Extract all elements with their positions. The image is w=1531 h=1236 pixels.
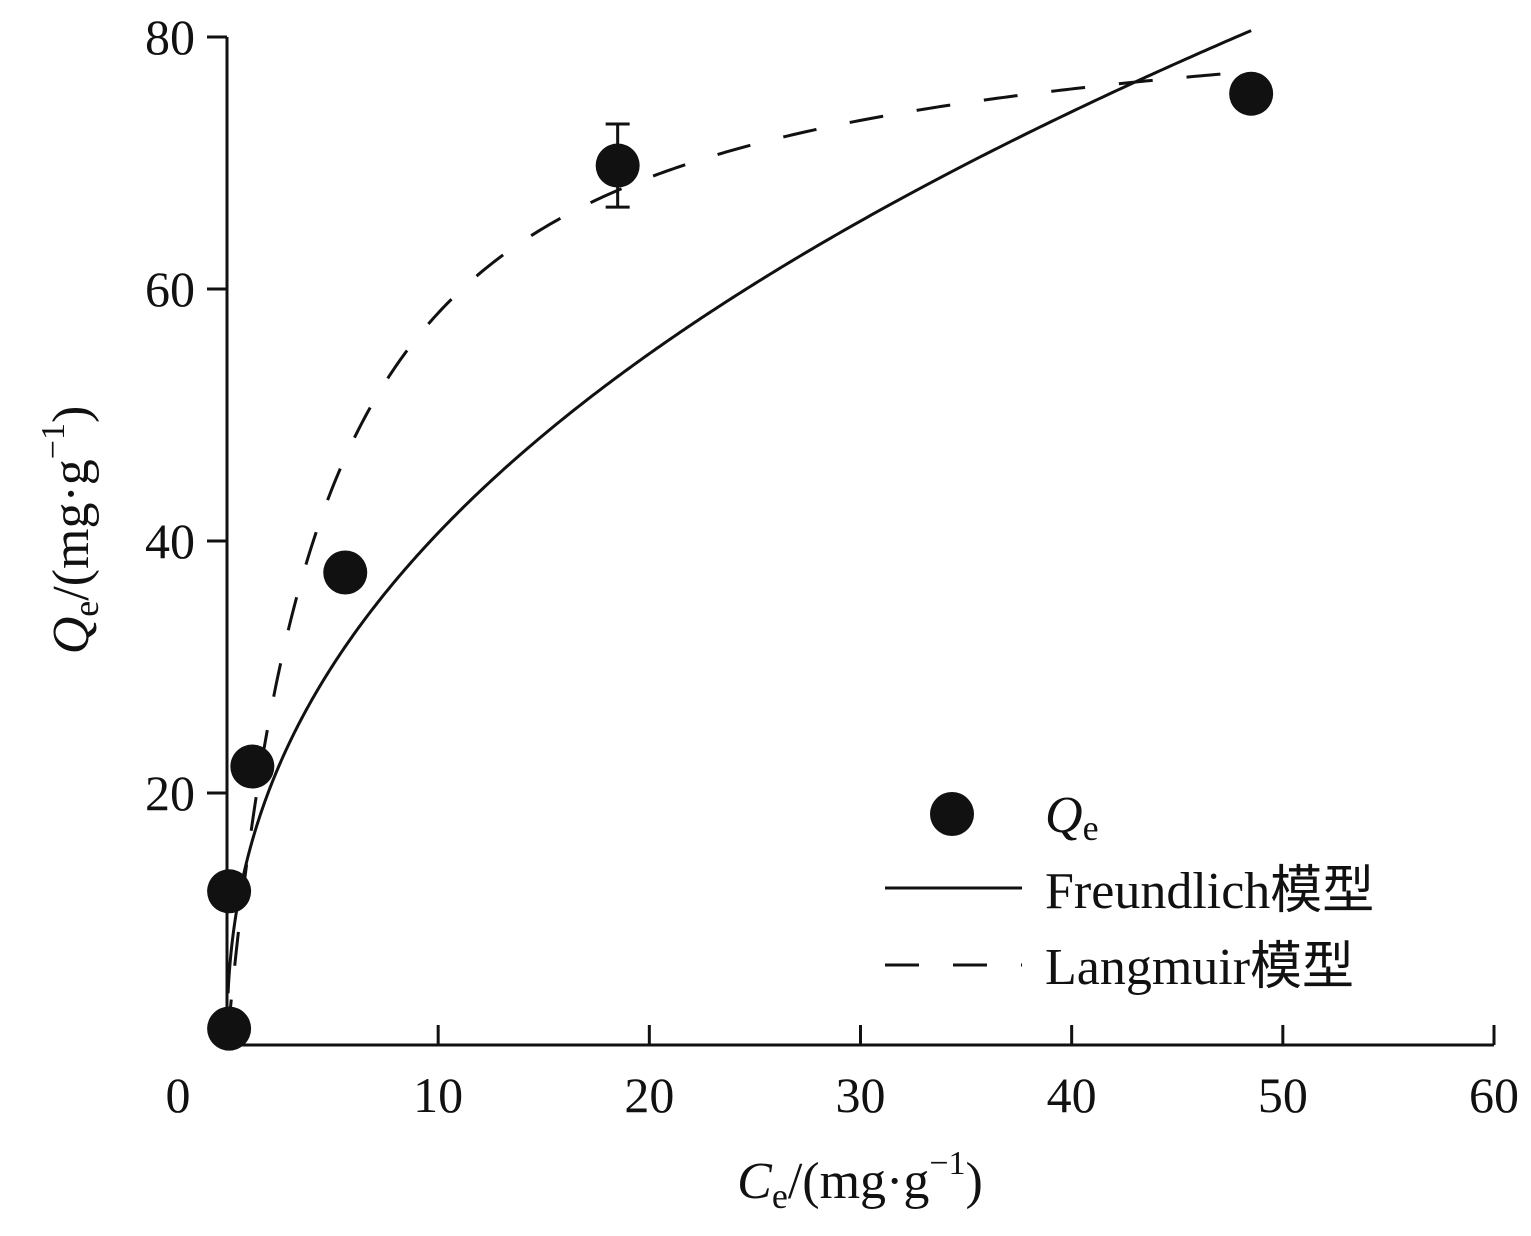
x-tick-label-10: 10: [413, 1067, 463, 1123]
data-points: [207, 71, 1274, 1051]
x-ticks: 0 10 20 30 40 50 60: [166, 1025, 1519, 1123]
fit-curves: [226, 29, 1252, 1034]
x-axis-title: Ce/(mg·g−1): [737, 1145, 983, 1216]
data-point: [323, 550, 368, 595]
legend-label-freundlich: Freundlich模型: [1045, 863, 1374, 920]
y-tick-label-40: 40: [145, 513, 195, 569]
x-tick-label-30: 30: [836, 1067, 886, 1123]
langmuir-fit-line: [226, 70, 1252, 1034]
x-tick-label-40: 40: [1047, 1067, 1097, 1123]
x-tick-label-20: 20: [624, 1067, 674, 1123]
x-tick-label-60: 60: [1469, 1067, 1519, 1123]
data-point: [595, 143, 640, 188]
legend-label-langmuir: Langmuir模型: [1045, 939, 1354, 996]
data-point: [230, 744, 275, 789]
legend: Qe Freundlich模型 Langmuir模型: [885, 787, 1374, 996]
y-tick-label-20: 20: [145, 765, 195, 821]
y-tick-label-60: 60: [145, 261, 195, 317]
legend-marker-points: [930, 792, 974, 836]
x-tick-label-0: 0: [166, 1067, 191, 1123]
y-tick-label-80: 80: [145, 9, 195, 65]
x-tick-label-50: 50: [1258, 1067, 1308, 1123]
legend-label-points: Qe: [1045, 787, 1099, 848]
data-point: [1229, 71, 1274, 116]
y-axis-title: Qe/(mg·g−1): [35, 406, 106, 655]
freundlich-fit-line: [226, 29, 1252, 994]
data-point: [207, 1006, 252, 1051]
data-point: [207, 869, 252, 914]
y-ticks: 20 40 60 80: [145, 9, 227, 821]
